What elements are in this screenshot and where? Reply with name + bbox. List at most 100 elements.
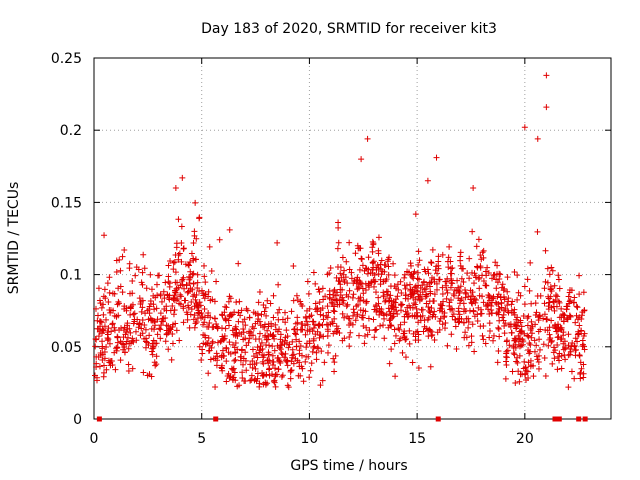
data-point bbox=[223, 358, 230, 365]
data-point bbox=[402, 292, 409, 299]
data-point bbox=[304, 278, 311, 285]
data-point bbox=[289, 352, 296, 359]
data-point bbox=[119, 253, 126, 260]
data-point bbox=[272, 365, 279, 372]
data-point bbox=[196, 299, 203, 306]
data-point bbox=[164, 291, 171, 298]
data-point bbox=[339, 310, 346, 317]
data-point bbox=[423, 292, 430, 299]
data-point bbox=[536, 313, 543, 320]
data-point bbox=[501, 307, 508, 314]
x-tick-label: 5 bbox=[197, 431, 206, 447]
data-point bbox=[376, 305, 383, 312]
data-point bbox=[213, 278, 220, 285]
data-point bbox=[385, 263, 392, 270]
data-point bbox=[169, 331, 176, 338]
data-point bbox=[269, 358, 276, 365]
data-point bbox=[325, 342, 332, 349]
data-point bbox=[392, 332, 399, 339]
data-point bbox=[179, 174, 186, 181]
data-point bbox=[128, 337, 135, 344]
data-point bbox=[367, 270, 374, 277]
data-point bbox=[139, 269, 146, 276]
data-point bbox=[468, 339, 475, 346]
data-point bbox=[190, 280, 197, 287]
data-point bbox=[521, 124, 528, 131]
data-point bbox=[109, 320, 116, 327]
data-point bbox=[425, 304, 432, 311]
data-point bbox=[432, 267, 439, 274]
data-point bbox=[495, 347, 502, 354]
data-point bbox=[560, 332, 567, 339]
data-point bbox=[186, 280, 193, 287]
data-point bbox=[174, 279, 181, 286]
data-point bbox=[361, 333, 368, 340]
data-point bbox=[578, 365, 585, 372]
data-point bbox=[413, 305, 420, 312]
data-point bbox=[325, 309, 332, 316]
data-point bbox=[360, 322, 367, 329]
data-point bbox=[520, 338, 527, 345]
data-point bbox=[486, 328, 493, 335]
data-point bbox=[555, 321, 562, 328]
data-point bbox=[471, 348, 478, 355]
data-point bbox=[148, 286, 155, 293]
data-point bbox=[344, 301, 351, 308]
data-point bbox=[321, 359, 328, 366]
data-point bbox=[545, 342, 552, 349]
data-point bbox=[295, 372, 302, 379]
data-point bbox=[511, 269, 518, 276]
data-point bbox=[142, 344, 149, 351]
data-point bbox=[299, 352, 306, 359]
data-point bbox=[184, 316, 191, 323]
data-point bbox=[528, 334, 535, 341]
data-point bbox=[443, 295, 450, 302]
data-point bbox=[331, 359, 338, 366]
data-point bbox=[297, 342, 304, 349]
data-point bbox=[329, 300, 336, 307]
data-point bbox=[192, 296, 199, 303]
data-point bbox=[184, 302, 191, 309]
data-point bbox=[230, 365, 237, 372]
data-point bbox=[160, 288, 167, 295]
data-point bbox=[190, 270, 197, 277]
data-point bbox=[378, 257, 385, 264]
data-point bbox=[192, 320, 199, 327]
data-point bbox=[457, 253, 464, 260]
data-point bbox=[316, 322, 323, 329]
data-point bbox=[201, 305, 208, 312]
data-point bbox=[346, 287, 353, 294]
data-point bbox=[470, 307, 477, 314]
data-point bbox=[208, 344, 215, 351]
data-point bbox=[469, 321, 476, 328]
data-point bbox=[549, 337, 556, 344]
data-point bbox=[121, 344, 128, 351]
data-point bbox=[476, 274, 483, 281]
data-point bbox=[122, 331, 129, 338]
data-point bbox=[411, 284, 418, 291]
data-point bbox=[536, 336, 543, 343]
data-point bbox=[93, 363, 100, 370]
data-point bbox=[331, 308, 338, 315]
data-point bbox=[402, 354, 409, 361]
data-point bbox=[132, 328, 139, 335]
data-point bbox=[117, 338, 124, 345]
data-point bbox=[375, 234, 382, 241]
data-point bbox=[170, 295, 177, 302]
data-point bbox=[375, 300, 382, 307]
data-point bbox=[360, 307, 367, 314]
data-point bbox=[475, 304, 482, 311]
data-point bbox=[205, 340, 212, 347]
data-point bbox=[261, 334, 268, 340]
data-point bbox=[479, 332, 486, 339]
data-point bbox=[319, 285, 326, 292]
data-point bbox=[95, 354, 102, 361]
data-point bbox=[558, 305, 565, 312]
data-point bbox=[150, 344, 157, 351]
data-point bbox=[484, 302, 491, 309]
data-point bbox=[346, 343, 353, 350]
data-point bbox=[194, 284, 201, 291]
data-point bbox=[556, 314, 563, 321]
y-tick-label: 0 bbox=[73, 412, 82, 428]
data-point bbox=[242, 322, 249, 329]
